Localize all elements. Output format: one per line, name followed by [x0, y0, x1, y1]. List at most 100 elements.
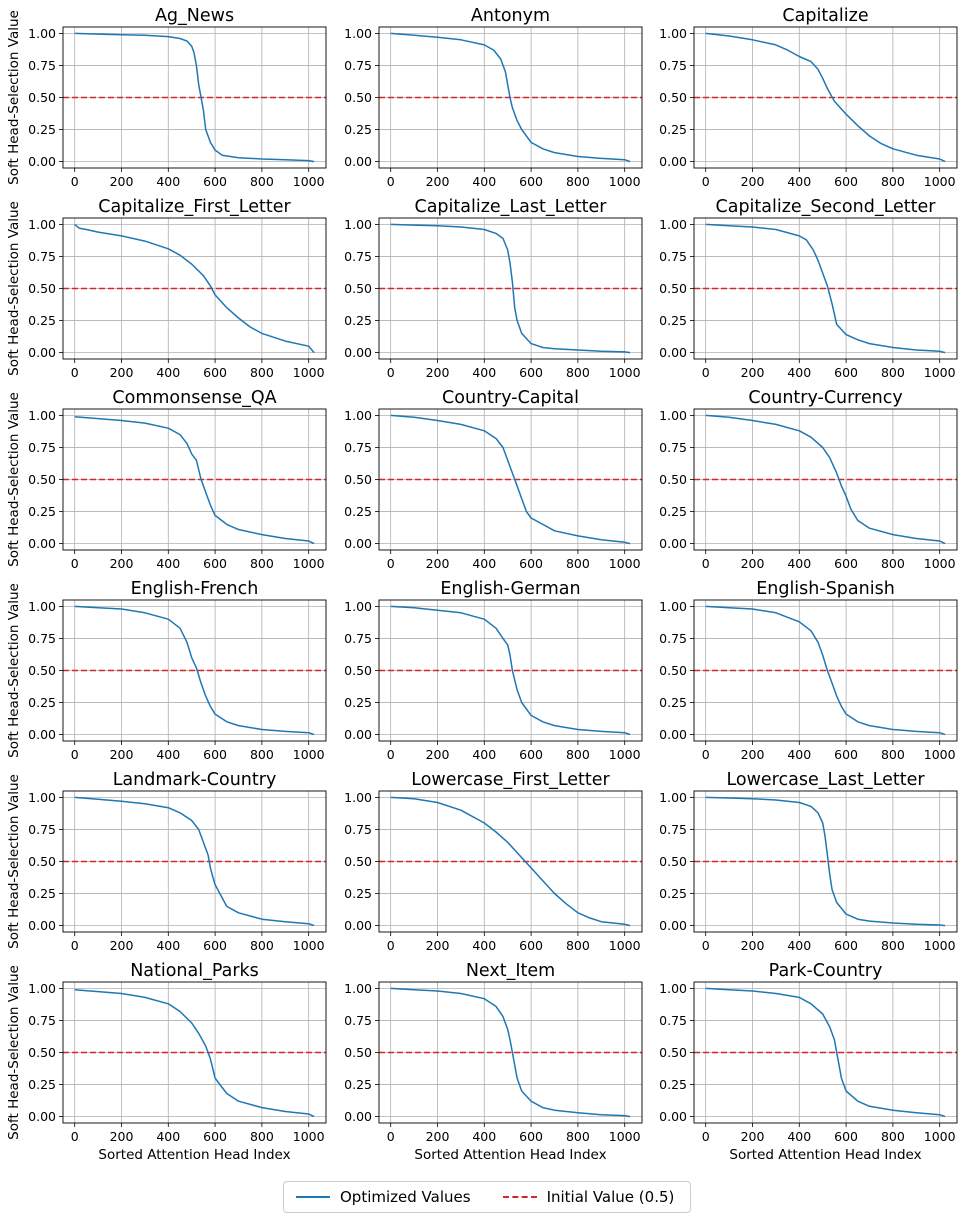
legend-swatch-initial: [502, 1196, 537, 1198]
subplot-title: English-German: [440, 579, 580, 599]
subplot-title: Commonsense_QA: [112, 388, 276, 408]
subplot-park-country: 0 200 400 600 800 1000 0.00 0.25 0.50 0.75 1.00 Par…: [659, 961, 958, 1163]
x-tick-label: 600: [519, 365, 543, 380]
y-tick-label: 0.75: [344, 822, 372, 837]
x-tick-label: 200: [110, 556, 134, 571]
x-tick-label: 600: [203, 556, 227, 571]
y-tick-label: 0.25: [659, 122, 687, 137]
subplot-ag-news: 0 200 400 600 800 1000 0.00 0.25 0.50 0.75 1.00 Ag_…: [6, 6, 327, 189]
y-tick-label: 0.00: [659, 536, 687, 551]
x-tick-label: 0: [387, 1129, 395, 1144]
subplot-title: Ag_News: [155, 6, 234, 26]
x-tick-label: 400: [156, 747, 180, 762]
series-line-optimized: [390, 796, 631, 927]
legend-swatch-optimized: [296, 1196, 330, 1198]
x-tick-label: 200: [426, 556, 450, 571]
x-tick-label: 1000: [293, 365, 325, 380]
y-tick-label: 0.25: [344, 313, 372, 328]
subplot-country-currency: 0 200 400 600 800 1000 0.00 0.25 0.50 0.75 1.00 Cou…: [659, 388, 958, 571]
y-tick-label: 0.25: [344, 695, 372, 710]
y-tick-label: 0.25: [344, 122, 372, 137]
x-tick-label: 600: [834, 365, 858, 380]
y-tick-label: 0.00: [28, 345, 56, 360]
x-tick-label: 400: [156, 174, 180, 189]
x-tick-label: 200: [741, 1129, 765, 1144]
x-tick-label: 0: [71, 174, 79, 189]
y-axis-label: Soft Head-Selection Value: [6, 965, 22, 1140]
x-tick-label: 1000: [293, 556, 325, 571]
x-tick-label: 0: [387, 556, 395, 571]
x-tick-label: 1000: [924, 556, 956, 571]
y-tick-label: 0.50: [28, 854, 56, 869]
y-tick-label: 0.00: [344, 536, 372, 551]
legend-label-initial: Initial Value (0.5): [546, 1188, 675, 1206]
x-tick-label: 0: [702, 174, 710, 189]
y-tick-label: 0.75: [659, 440, 687, 455]
x-tick-label: 0: [387, 747, 395, 762]
y-axis-label: Soft Head-Selection Value: [6, 10, 22, 185]
y-tick-label: 0.25: [659, 886, 687, 901]
series-line-optimized: [74, 415, 315, 545]
x-tick-label: 1000: [609, 365, 641, 380]
y-axis-label: Soft Head-Selection Value: [6, 774, 22, 949]
subplot-antonym: 0 200 400 600 800 1000 0.00 0.25 0.50 0.75 1.00 Ant…: [344, 6, 643, 189]
series-line-optimized: [74, 796, 315, 927]
subplot-english-french: 0 200 400 600 800 1000 0.00 0.25 0.50 0.75 1.00 Eng…: [6, 579, 327, 762]
y-tick-label: 1.00: [344, 26, 372, 41]
subplot-title: Lowercase_Last_Letter: [726, 770, 925, 790]
y-tick-label: 0.50: [659, 854, 687, 869]
x-tick-label: 600: [203, 1129, 227, 1144]
x-tick-label: 400: [472, 365, 496, 380]
x-tick-label: 0: [71, 1129, 79, 1144]
y-tick-label: 0.50: [28, 281, 56, 296]
y-tick-label: 0.25: [659, 695, 687, 710]
x-tick-label: 600: [203, 938, 227, 953]
subplot-title: Capitalize_Second_Letter: [716, 197, 937, 217]
x-tick-label: 200: [426, 1129, 450, 1144]
x-tick-label: 800: [566, 365, 590, 380]
x-tick-label: 200: [426, 747, 450, 762]
x-tick-label: 400: [156, 938, 180, 953]
y-tick-label: 0.00: [659, 918, 687, 933]
y-tick-label: 0.25: [659, 504, 687, 519]
y-tick-label: 1.00: [659, 26, 687, 41]
series-line-optimized: [705, 987, 946, 1118]
x-tick-label: 800: [881, 747, 905, 762]
y-tick-label: 0.50: [344, 472, 372, 487]
y-tick-label: 0.25: [344, 886, 372, 901]
x-tick-label: 1000: [924, 747, 956, 762]
x-tick-label: 1000: [924, 365, 956, 380]
y-tick-label: 0.00: [344, 1109, 372, 1124]
series-line-optimized: [74, 223, 315, 354]
x-axis-label: Sorted Attention Head Index: [414, 1147, 606, 1163]
y-tick-label: 1.00: [344, 599, 372, 614]
legend-item-optimized: Optimized Values: [296, 1188, 471, 1206]
y-axis-label: Soft Head-Selection Value: [6, 392, 22, 567]
y-tick-label: 0.00: [344, 345, 372, 360]
legend: Optimized Values Initial Value (0.5): [283, 1181, 691, 1213]
x-tick-label: 0: [71, 747, 79, 762]
x-tick-label: 1000: [293, 938, 325, 953]
y-tick-label: 0.50: [659, 472, 687, 487]
subplot-commonsense-qa: 0 200 400 600 800 1000 0.00 0.25 0.50 0.75 1.00 Com…: [6, 388, 327, 571]
y-tick-label: 1.00: [659, 217, 687, 232]
x-tick-label: 400: [156, 556, 180, 571]
y-axis-label: Soft Head-Selection Value: [6, 201, 22, 376]
x-tick-label: 200: [741, 938, 765, 953]
x-tick-label: 400: [787, 365, 811, 380]
x-tick-label: 400: [472, 938, 496, 953]
x-tick-label: 600: [834, 1129, 858, 1144]
x-tick-label: 0: [387, 174, 395, 189]
y-tick-label: 0.50: [659, 281, 687, 296]
x-tick-label: 600: [834, 747, 858, 762]
subplot-title: Country-Currency: [748, 388, 902, 408]
y-tick-label: 0.00: [28, 536, 56, 551]
x-tick-label: 600: [519, 174, 543, 189]
x-tick-label: 400: [787, 174, 811, 189]
x-tick-label: 600: [834, 938, 858, 953]
subplot-capitalize: 0 200 400 600 800 1000 0.00 0.25 0.50 0.75 1.00 Cap…: [659, 6, 958, 189]
x-tick-label: 1000: [609, 1129, 641, 1144]
y-tick-label: 0.00: [28, 727, 56, 742]
y-tick-label: 0.50: [659, 1045, 687, 1060]
subplot-country-capital: 0 200 400 600 800 1000 0.00 0.25 0.50 0.75 1.00 Cou…: [344, 388, 643, 571]
